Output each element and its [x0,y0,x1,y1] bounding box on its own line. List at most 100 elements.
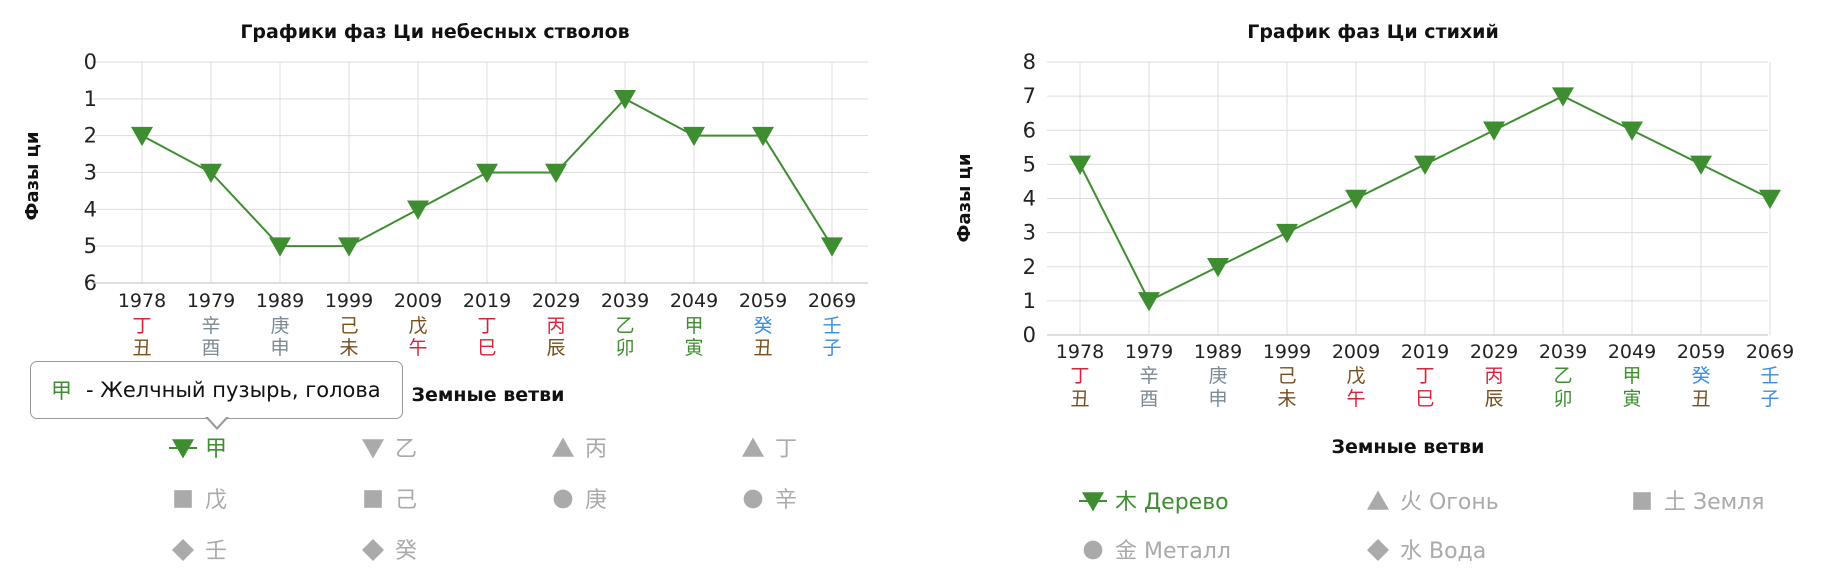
legend-marker-icon [1367,539,1389,561]
elements-chart: График фаз Ци стихий Фазы ци 0 1 2 3 4 5 6 7 8 1978… [954,21,1794,564]
legend-label: 辛 [775,488,797,513]
x-tick-branch: 申 [1208,388,1227,410]
stems-chart: Графики фаз Ци небесных стволов Фазы ци 0 1… [22,21,868,564]
x-tick-branch: 辰 [1484,388,1503,410]
x-tick-label: 2009 [1332,341,1380,363]
x-tick-branch: 申 [270,337,289,359]
legend-label: 水 Вода [1400,539,1486,564]
y-axis-label: Фазы ци [22,132,43,221]
y-tick-label: 7 [1023,84,1036,108]
x-tick-branch: 未 [339,337,358,359]
x-tick-label: 2009 [394,290,442,312]
x-tick-stem: 甲 [684,315,703,337]
data-point[interactable] [545,163,567,183]
legend-label: 己 [395,488,417,513]
legend-item[interactable]: 金 Металл [1083,539,1231,564]
legend-item[interactable]: 庚 [553,488,607,513]
x-tick-stem: 庚 [270,315,289,337]
legend-marker-icon [174,490,192,508]
data-point[interactable] [752,126,774,147]
legend-item[interactable]: 己 [364,488,417,513]
x-tick-stem: 辛 [201,315,220,337]
legend-item[interactable]: 水 Вода [1367,539,1486,564]
data-point[interactable] [683,126,705,147]
legend-label: 土 Земля [1664,490,1765,515]
legend-label: 癸 [395,539,417,564]
x-tick-branch: 丑 [1070,388,1089,410]
y-tick-label: 3 [84,161,97,185]
legend-label: 甲 [205,437,227,462]
x-tick-label: 2029 [1470,341,1518,363]
x-tick-label: 1978 [1056,341,1104,363]
legend-label: 壬 [205,539,227,564]
data-point[interactable] [338,237,360,257]
legend-item[interactable]: 丙 [552,437,607,462]
legend-label: 丁 [775,437,797,462]
x-tick-label: 1999 [325,290,373,312]
x-tick-branch: 卯 [615,337,634,359]
x-tick-label: 2029 [532,290,580,312]
legend-item[interactable]: 戊 [174,488,227,513]
data-point[interactable] [1483,121,1505,141]
y-tick-label: 5 [84,234,97,258]
legend-item[interactable]: 癸 [362,539,417,564]
x-tick-branch: 酉 [1139,388,1158,410]
legend-item[interactable]: 土 Земля [1633,490,1765,515]
data-point[interactable] [1345,189,1367,209]
data-point[interactable] [1621,121,1643,141]
data-point[interactable] [1759,189,1781,209]
x-tick-label: 1979 [187,290,235,312]
y-tick-label: 0 [84,50,97,74]
data-point[interactable] [1069,155,1091,175]
x-tick-stem: 丁 [477,315,496,337]
x-tick-label: 2059 [739,290,787,312]
data-point[interactable] [269,237,291,257]
y-tick-label: 6 [1023,118,1036,142]
data-point[interactable] [1138,292,1160,312]
y-tick-label: 1 [1023,289,1036,313]
legend-label: 乙 [395,437,417,462]
y-tick-label: 4 [1023,187,1036,211]
y-tick-label: 2 [84,124,97,148]
x-tick-branch: 子 [822,337,841,359]
legend-marker-icon [172,439,194,459]
x-tick-label: 2069 [1746,341,1794,363]
x-tick-branch: 酉 [201,337,220,359]
x-tick-stem: 庚 [1208,365,1227,387]
data-point[interactable] [1207,257,1229,278]
data-point[interactable] [821,237,843,257]
legend-item[interactable]: 壬 [172,539,227,564]
legend-item[interactable]: 丁 [742,437,797,462]
x-axis-label: Земные ветви [1332,436,1485,458]
data-point[interactable] [131,126,153,147]
tooltip-text: - Желчный пузырь, голова [86,378,381,402]
x-tick-label: 2069 [808,290,856,312]
x-tick-stem: 丁 [1070,365,1089,387]
x-tick-label: 2049 [1608,341,1656,363]
legend-marker-icon [1633,492,1651,510]
legend-label: 木 Дерево [1115,490,1229,515]
legend-marker-icon [172,539,194,561]
x-tick-stem: 己 [339,315,358,337]
data-point[interactable] [200,163,222,183]
data-point[interactable] [1414,155,1436,175]
legend-label: 庚 [585,488,607,513]
x-tick-stem: 戊 [408,315,427,337]
y-tick-label: 0 [1023,323,1036,347]
data-point[interactable] [476,163,498,183]
legend-item[interactable]: 甲 [169,437,227,462]
data-point[interactable] [1552,87,1574,107]
data-point[interactable] [1276,223,1298,244]
legend-label: 戊 [205,488,227,513]
data-point[interactable] [407,200,429,220]
legend-marker-icon [743,489,763,509]
legend-item[interactable]: 木 Дерево [1079,490,1229,515]
legend-item[interactable]: 火 Огонь [1367,490,1499,515]
legend-item[interactable]: 辛 [743,488,797,513]
legend-item[interactable]: 乙 [362,437,417,462]
data-point[interactable] [1690,155,1712,175]
x-tick-label: 2049 [670,290,718,312]
data-point[interactable] [614,90,636,110]
x-tick-branch: 丑 [132,337,151,359]
